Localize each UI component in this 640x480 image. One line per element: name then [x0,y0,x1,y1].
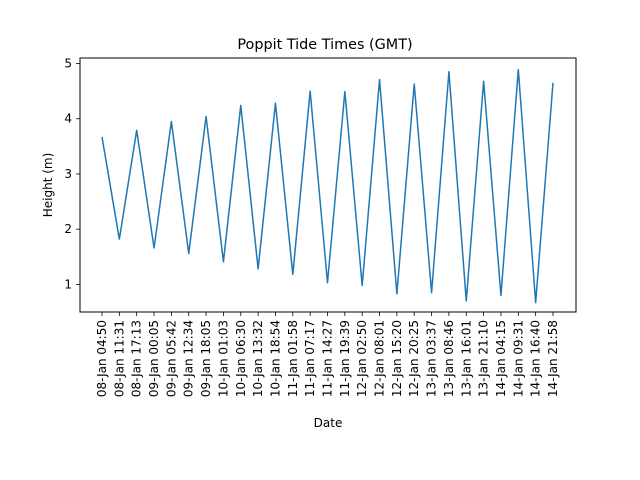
x-tick-label: 14-Jan 09:31 [511,320,525,397]
plot-area [101,68,554,304]
x-tick-label: 12-Jan 08:01 [373,320,387,397]
x-tick-label: 11-Jan 19:39 [338,320,352,397]
x-tick-label: 10-Jan 18:54 [268,320,282,397]
y-tick-label: 4 [64,112,72,126]
tide-height-line [101,68,554,304]
x-tick-label: 14-Jan 04:15 [494,320,508,397]
x-tick-label: 09-Jan 05:42 [164,320,178,397]
x-tick-label: 08-Jan 04:50 [95,320,109,397]
x-tick-label: 10-Jan 06:30 [234,320,248,397]
x-tick-label: 08-Jan 17:13 [130,320,144,397]
axes-frame [79,57,577,313]
x-tick-label: 12-Jan 20:25 [407,320,421,397]
x-tick-label: 13-Jan 16:01 [459,320,473,397]
x-tick-label: 12-Jan 15:20 [390,320,404,397]
y-tick-label: 3 [64,167,72,181]
x-tick-label: 13-Jan 03:37 [425,320,439,397]
x-tick-label: 14-Jan 21:58 [546,320,560,397]
chart-title: Poppit Tide Times (GMT) [237,37,412,53]
y-tick-label: 1 [64,277,72,291]
x-tick-label: 08-Jan 11:31 [112,320,126,397]
y-tick-label: 2 [64,222,72,236]
x-tick-label: 10-Jan 13:32 [251,320,265,397]
y-axis: 1 2 3 4 5 [64,57,80,291]
x-tick-label: 12-Jan 02:50 [355,320,369,397]
x-tick-label: 11-Jan 01:58 [286,320,300,397]
x-tick-label: 10-Jan 01:03 [216,320,230,397]
x-tick-label: 13-Jan 21:10 [477,320,491,397]
x-tick-label: 09-Jan 18:05 [199,320,213,397]
x-tick-label: 14-Jan 16:40 [529,320,543,397]
y-tick-label: 5 [64,57,72,71]
x-tick-label: 13-Jan 08:46 [442,320,456,397]
y-axis-label: Height (m) [41,153,55,218]
x-tick-label: 11-Jan 07:17 [303,320,317,397]
x-tick-label: 09-Jan 12:34 [182,320,196,397]
x-tick-label: 11-Jan 14:27 [321,320,335,397]
x-axis: 08-Jan 04:50 08-Jan 11:31 08-Jan 17:13 09-J… [95,312,560,397]
x-tick-label: 09-Jan 00:05 [147,320,161,397]
x-axis-label: Date [314,416,343,430]
